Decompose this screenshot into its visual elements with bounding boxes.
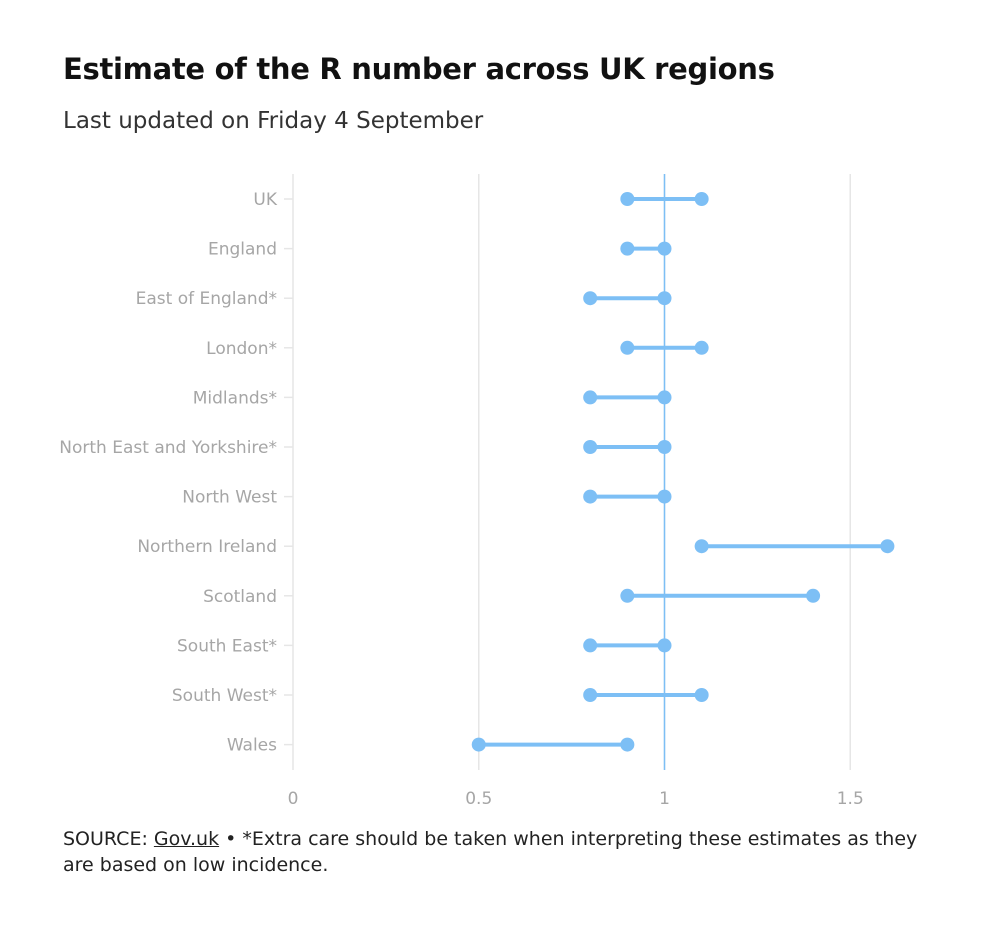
high-estimate-point xyxy=(657,489,672,504)
dumbbell-chart: 0 0.5 1 1.5 UK England East of England* London*… xyxy=(59,174,895,809)
y-tick-label: UK xyxy=(253,190,277,210)
low-estimate-point xyxy=(620,588,635,603)
y-tick-label: South West* xyxy=(172,686,277,706)
chart-title: Estimate of the R number across UK regio… xyxy=(63,52,775,86)
high-estimate-point xyxy=(657,241,672,256)
x-tick-label: 1.5 xyxy=(837,789,864,809)
high-estimate-point xyxy=(806,588,821,603)
high-estimate-point xyxy=(657,291,672,306)
high-estimate-point xyxy=(694,192,709,206)
low-estimate-point xyxy=(620,340,635,355)
y-tick-label: England xyxy=(208,240,277,260)
y-tick-label: Scotland xyxy=(203,587,277,607)
low-estimate-point xyxy=(620,241,635,256)
high-estimate-point xyxy=(880,539,895,554)
footer-note: SOURCE: Gov.uk • *Extra care should be t… xyxy=(63,826,933,878)
y-tick-label: Midlands* xyxy=(193,388,277,408)
source-link[interactable]: Gov.uk xyxy=(153,828,220,850)
low-estimate-point xyxy=(583,440,598,454)
y-tick-label: South East* xyxy=(177,636,277,656)
high-estimate-point xyxy=(657,390,672,405)
y-tick-label: Northern Ireland xyxy=(137,537,277,557)
low-estimate-point xyxy=(583,390,598,405)
source-prefix: SOURCE: xyxy=(63,828,154,850)
x-tick-label: 1 xyxy=(659,789,670,809)
y-tick-label: London* xyxy=(206,339,277,359)
x-tick-label: 0 xyxy=(288,789,299,809)
low-estimate-point xyxy=(583,291,598,306)
high-estimate-point xyxy=(657,440,672,454)
low-estimate-point xyxy=(694,539,709,554)
y-tick-label: East of England* xyxy=(136,289,277,309)
high-estimate-point xyxy=(620,737,635,752)
low-estimate-point xyxy=(583,638,598,653)
chart-subtitle: Last updated on Friday 4 September xyxy=(63,108,484,134)
low-estimate-point xyxy=(620,192,635,206)
y-tick-label: Wales xyxy=(227,736,277,756)
high-estimate-point xyxy=(694,688,709,702)
high-estimate-point xyxy=(657,638,672,653)
low-estimate-point xyxy=(583,688,598,702)
high-estimate-point xyxy=(694,340,709,355)
low-estimate-point xyxy=(471,737,486,752)
footnote-text: • *Extra care should be taken when inter… xyxy=(63,828,918,876)
x-tick-label: 0.5 xyxy=(465,789,492,809)
y-tick-label: North West xyxy=(182,488,277,508)
y-tick-label: North East and Yorkshire* xyxy=(59,438,277,458)
low-estimate-point xyxy=(583,489,598,504)
